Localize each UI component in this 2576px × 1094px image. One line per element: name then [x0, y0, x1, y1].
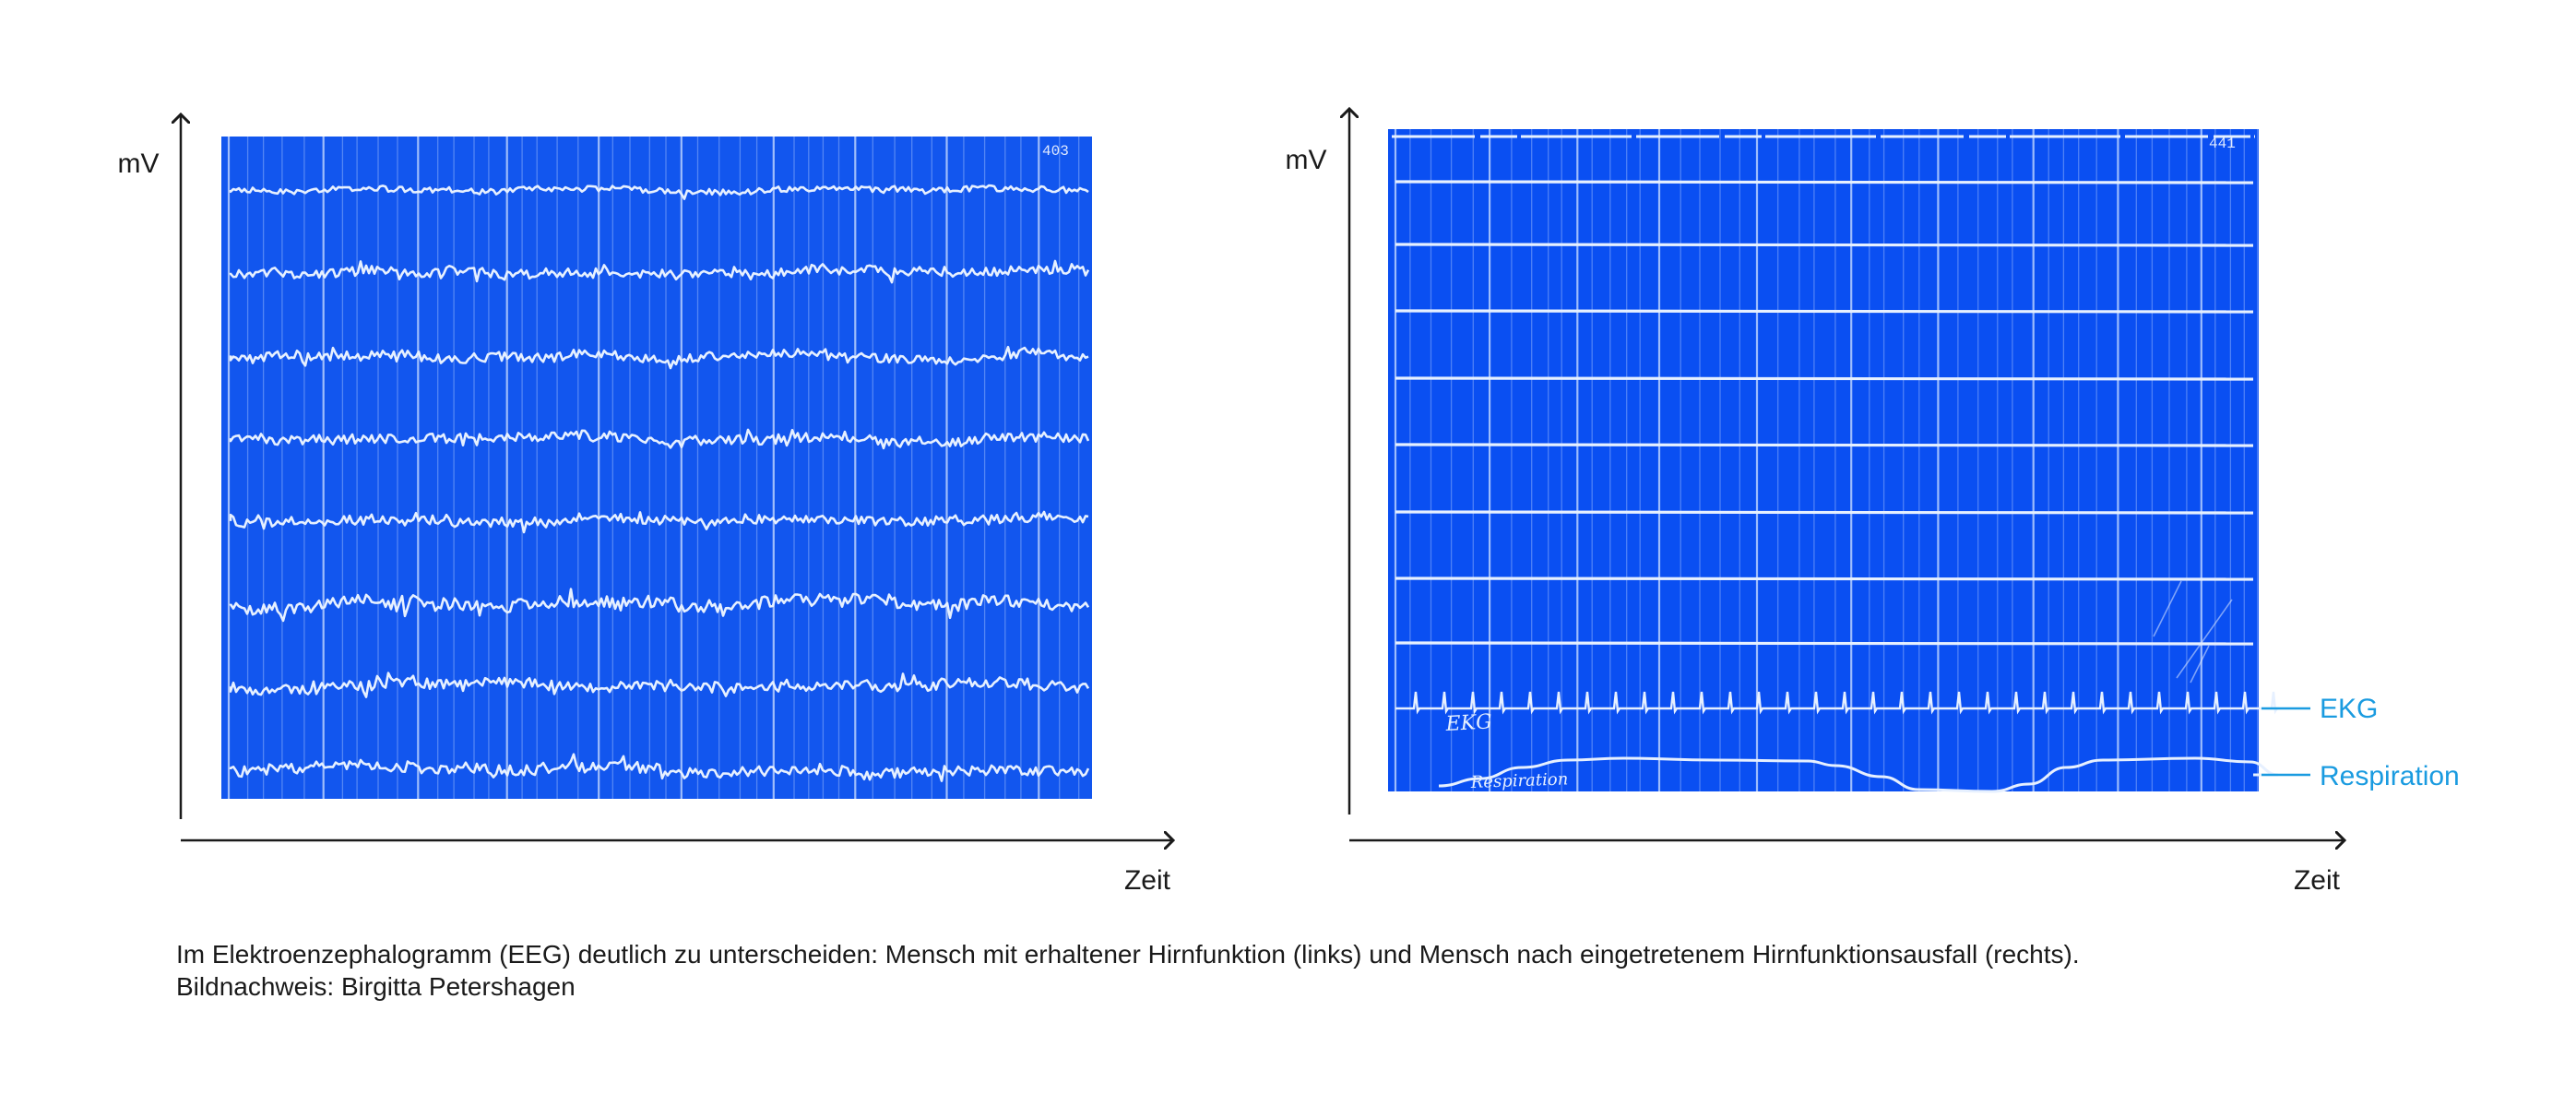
left-eeg-panel	[221, 137, 1092, 799]
ekg-trace	[1395, 691, 2280, 715]
handwritten-ekg: EKG	[1444, 710, 1492, 736]
flatline-trace	[1395, 180, 2254, 184]
left-stamp: 403	[1042, 143, 1069, 160]
right-y-axis-label: mV	[1286, 145, 1327, 175]
right-stamp: 441	[2209, 136, 2236, 152]
left-traces	[229, 184, 1090, 782]
left-eeg-chart: 403 mV Zeit	[118, 114, 1174, 896]
eeg-trace	[229, 259, 1090, 284]
flatline-trace	[1395, 641, 2254, 646]
caption-text: Im Elektroenzephalogramm (EEG) deutlich …	[176, 940, 2080, 969]
eeg-trace	[229, 345, 1089, 370]
figure-caption: Im Elektroenzephalogramm (EEG) deutlich …	[176, 938, 2537, 1003]
flatline-trace	[1395, 577, 2254, 581]
right-traces	[1392, 135, 2280, 793]
flatline-trace	[1395, 376, 2254, 381]
right-eeg-panel	[1388, 129, 2259, 791]
pencil-marks	[2153, 580, 2233, 684]
eeg-trace	[229, 184, 1089, 200]
flatline-trace	[1395, 443, 2254, 447]
respiration-annotation-label: Respiration	[2320, 761, 2460, 791]
eeg-trace	[229, 510, 1089, 534]
right-eeg-chart: 441 EKG Respiration mV Zeit EKG Respirat…	[1286, 109, 2460, 896]
flatline-trace	[1395, 243, 2254, 247]
eeg-trace	[229, 428, 1090, 450]
left-x-axis-label: Zeit	[1124, 865, 1171, 896]
ekg-annotation-label: EKG	[2320, 694, 2378, 724]
left-grid	[227, 137, 1080, 799]
right-grid	[1394, 129, 2259, 791]
respiration-trace	[1438, 756, 2279, 793]
right-x-axis-label: Zeit	[2294, 865, 2341, 896]
eeg-trace	[229, 588, 1090, 623]
left-y-axis-label: mV	[118, 149, 160, 179]
handwritten-respiration: Respiration	[1469, 769, 1568, 792]
eeg-trace	[229, 753, 1090, 782]
flatline-trace	[1395, 309, 2254, 314]
eeg-trace	[229, 672, 1090, 698]
flatline-trace	[1395, 510, 2254, 515]
image-credit: Bildnachweis: Birgitta Petershagen	[176, 972, 576, 1001]
